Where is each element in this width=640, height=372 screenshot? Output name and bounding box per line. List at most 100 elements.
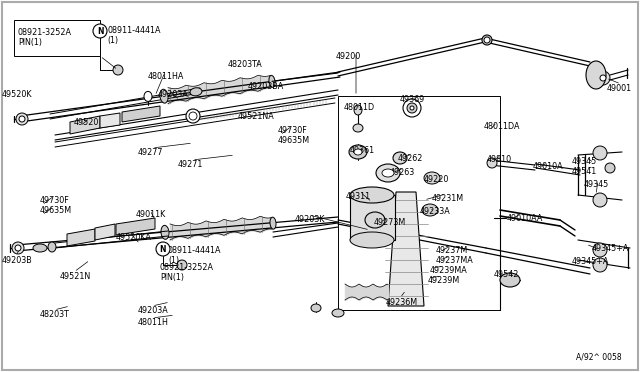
Text: 49361: 49361 [350, 146, 375, 155]
Ellipse shape [586, 61, 606, 89]
Text: 49369: 49369 [400, 95, 425, 104]
Ellipse shape [424, 172, 440, 184]
Text: (1): (1) [168, 256, 179, 265]
Text: N: N [160, 244, 166, 253]
Circle shape [487, 158, 497, 168]
Text: 49231M: 49231M [432, 194, 464, 203]
Text: 49810: 49810 [487, 155, 512, 164]
Text: 49520K: 49520K [2, 90, 33, 99]
Text: 49542: 49542 [494, 270, 520, 279]
Text: 49273M: 49273M [374, 218, 406, 227]
Text: PIN(1): PIN(1) [18, 38, 42, 47]
Text: 49239MA: 49239MA [430, 266, 468, 275]
Polygon shape [122, 106, 160, 122]
Text: 49635M: 49635M [40, 206, 72, 215]
Text: 48203T: 48203T [40, 310, 70, 319]
Circle shape [93, 24, 107, 38]
Text: 49010A: 49010A [533, 162, 564, 171]
Ellipse shape [161, 225, 169, 239]
Polygon shape [100, 113, 120, 128]
Circle shape [484, 37, 490, 43]
Text: 49239M: 49239M [428, 276, 460, 285]
Ellipse shape [354, 105, 362, 115]
Text: 49203K: 49203K [295, 215, 325, 224]
Text: 49521NA: 49521NA [238, 112, 275, 121]
Circle shape [113, 65, 123, 75]
Ellipse shape [190, 88, 202, 96]
Ellipse shape [332, 309, 344, 317]
Circle shape [156, 242, 170, 256]
Ellipse shape [382, 169, 394, 177]
Ellipse shape [48, 242, 56, 252]
Circle shape [407, 103, 417, 113]
Text: 49011K: 49011K [136, 210, 166, 219]
Text: 49345+A: 49345+A [592, 244, 629, 253]
Text: 49541: 49541 [572, 167, 597, 176]
Text: 08911-4441A: 08911-4441A [107, 26, 161, 35]
Ellipse shape [189, 112, 197, 120]
Circle shape [12, 242, 24, 254]
Text: 08921-3252A: 08921-3252A [18, 28, 72, 37]
Text: 49635M: 49635M [278, 136, 310, 145]
Text: 49233A: 49233A [420, 207, 451, 216]
Text: 49237MA: 49237MA [436, 256, 474, 265]
Bar [338, 96, 500, 310]
Circle shape [16, 113, 28, 125]
Polygon shape [95, 224, 115, 240]
Text: 49730F: 49730F [40, 196, 70, 205]
Ellipse shape [365, 212, 385, 228]
Circle shape [593, 243, 607, 257]
Polygon shape [388, 192, 424, 306]
Text: 49203A: 49203A [158, 90, 189, 99]
Text: 49203BA: 49203BA [248, 82, 284, 91]
Text: 49262: 49262 [398, 154, 424, 163]
Text: 48011D: 48011D [344, 103, 375, 112]
Ellipse shape [422, 204, 438, 216]
Circle shape [403, 99, 421, 117]
Circle shape [177, 260, 187, 270]
Text: 49010AA: 49010AA [507, 214, 543, 223]
Circle shape [605, 163, 615, 173]
Text: N: N [98, 26, 105, 35]
Circle shape [19, 116, 25, 122]
Text: 49271: 49271 [178, 160, 204, 169]
Ellipse shape [144, 92, 152, 102]
Ellipse shape [393, 152, 407, 164]
Text: 49345: 49345 [584, 180, 609, 189]
Polygon shape [67, 229, 95, 246]
Polygon shape [116, 218, 155, 235]
Ellipse shape [500, 273, 520, 287]
Ellipse shape [350, 187, 394, 203]
Circle shape [15, 245, 21, 251]
Text: 49345: 49345 [572, 157, 597, 166]
Ellipse shape [353, 124, 363, 132]
Ellipse shape [33, 244, 47, 252]
Ellipse shape [311, 304, 321, 312]
Circle shape [593, 258, 607, 272]
Text: 08911-4441A: 08911-4441A [168, 246, 221, 255]
Bar [14, 20, 100, 56]
Polygon shape [70, 116, 100, 134]
Text: (1): (1) [107, 36, 118, 45]
Ellipse shape [186, 109, 200, 123]
Circle shape [410, 106, 414, 110]
Polygon shape [350, 195, 395, 240]
Ellipse shape [350, 232, 394, 248]
Text: 49520: 49520 [74, 118, 99, 127]
Text: 49220: 49220 [424, 175, 449, 184]
Text: 49236M: 49236M [386, 298, 418, 307]
Ellipse shape [349, 145, 367, 159]
Text: 08921-3252A: 08921-3252A [160, 263, 214, 272]
Ellipse shape [376, 164, 400, 182]
Text: 49263: 49263 [390, 168, 415, 177]
Text: 49521N: 49521N [60, 272, 92, 281]
Text: 49203A: 49203A [138, 306, 169, 315]
Text: 48203TA: 48203TA [228, 60, 263, 69]
Text: 49520KA: 49520KA [116, 233, 152, 242]
Ellipse shape [354, 149, 362, 155]
Text: 49345+A: 49345+A [572, 257, 609, 266]
Text: 49730F: 49730F [278, 126, 308, 135]
Circle shape [596, 71, 610, 85]
Circle shape [600, 75, 606, 81]
Text: 49311: 49311 [346, 192, 371, 201]
